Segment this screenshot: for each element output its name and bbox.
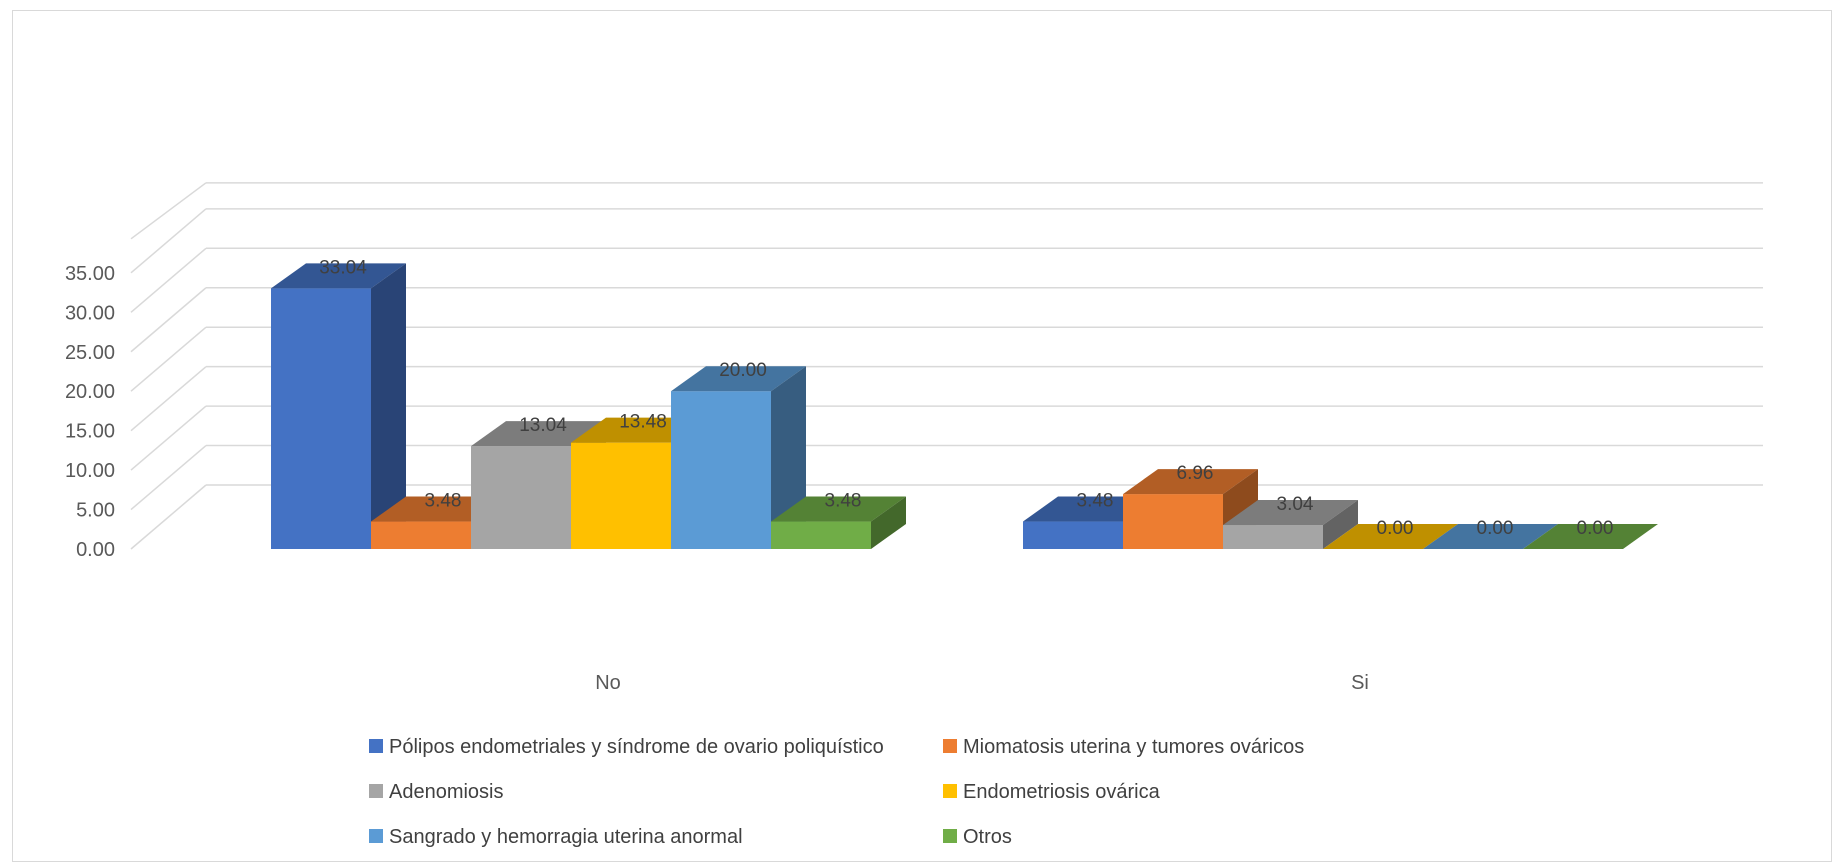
data-label: 6.96 [1177,463,1214,484]
legend: Pólipos endometriales y síndrome de ovar… [369,736,1304,848]
gridlines [130,182,1763,550]
gridline-depth [130,366,207,432]
bar-top [1323,524,1458,549]
legend-swatch [369,829,383,843]
legend-swatch [943,739,957,753]
data-label: 20.00 [719,360,767,381]
legend-item: Sangrado y hemorragia uterina anormal [369,826,743,848]
legend-item: Pólipos endometriales y síndrome de ovar… [369,736,884,758]
y-tick-label: 15.00 [65,421,115,443]
data-label: 0.00 [1377,518,1414,539]
bar-top [671,366,806,392]
legend-swatch [943,784,957,798]
bar [1423,524,1558,549]
bar-top [1223,500,1358,526]
gridline-depth [130,287,207,353]
bar-front [271,288,371,549]
legend-swatch [369,739,383,753]
y-tick-label: 20.00 [65,381,115,403]
gridline-depth [130,405,207,471]
gridline-depth [130,444,207,511]
gridline-depth [130,208,207,274]
data-label: 33.04 [319,257,367,278]
bar-front [571,442,671,549]
x-tick-label: No [595,672,621,694]
data-label: 0.00 [1477,518,1514,539]
y-tick-label: 25.00 [65,342,115,364]
bar-front [771,521,871,549]
bar-top [771,496,906,522]
value-axis: 0.00 5.00 10.00 15.00 20.00 25.00 30.00 35.00 [65,263,115,561]
data-label: 3.48 [425,491,462,512]
legend-item: Adenomiosis [369,781,504,803]
bar-chart: 0.00 5.00 10.00 15.00 20.00 25.00 30.00 35.00 3… [65,182,1763,848]
bar [1323,524,1458,549]
y-tick-label: 0.00 [76,539,115,561]
y-tick-label: 5.00 [76,500,115,522]
chart-area: 0.00 5.00 10.00 15.00 20.00 25.00 30.00 35.00 3… [12,10,1832,862]
gridline-depth [130,182,207,240]
bar-top [271,263,406,289]
legend-label: Endometriosis ovárica [963,781,1161,803]
x-tick-label: Si [1351,672,1369,694]
bar-front [471,446,571,549]
legend-item: Miomatosis uterina y tumores ováricos [943,736,1304,758]
y-tick-label: 35.00 [65,263,115,285]
bar-side [1323,500,1358,549]
gridline-depth [130,247,207,313]
legend-label: Adenomiosis [389,781,504,803]
bar [1523,524,1658,549]
bar-side [371,263,406,549]
legend-item: Otros [943,826,1012,848]
bar-front [371,521,471,549]
bars [271,263,1658,549]
gridline-depth [130,326,207,392]
bar-front [1123,494,1223,549]
legend-label: Miomatosis uterina y tumores ováricos [963,736,1304,758]
bar [1223,500,1358,549]
data-label: 3.48 [1077,491,1114,512]
category-axis: No Si [595,672,1369,694]
y-tick-label: 10.00 [65,460,115,482]
legend-swatch [943,829,957,843]
data-label: 3.48 [825,491,862,512]
legend-swatch [369,784,383,798]
legend-item: Endometriosis ovárica [943,781,1161,803]
bar-front [1023,521,1123,549]
bar [671,366,806,549]
legend-label: Pólipos endometriales y síndrome de ovar… [389,736,884,758]
bar-top [1523,524,1658,549]
data-label: 0.00 [1577,518,1614,539]
bar-front [1223,525,1323,549]
bar-side [871,496,906,549]
bar-top [1123,469,1258,495]
bar-front [671,391,771,549]
data-label: 13.04 [519,415,567,436]
bar-top [471,421,606,447]
data-labels: 33.04 3.48 13.04 13.48 20.00 3.48 3.48 6.96 3.04… [319,257,1613,539]
bar [271,263,406,549]
y-tick-label: 30.00 [65,302,115,324]
bar [771,496,906,549]
data-label: 3.04 [1277,494,1314,515]
legend-label: Sangrado y hemorragia uterina anormal [389,826,743,848]
bar-top [1423,524,1558,549]
data-label: 13.48 [619,412,667,433]
gridline-depth [130,484,207,550]
legend-label: Otros [963,826,1012,848]
